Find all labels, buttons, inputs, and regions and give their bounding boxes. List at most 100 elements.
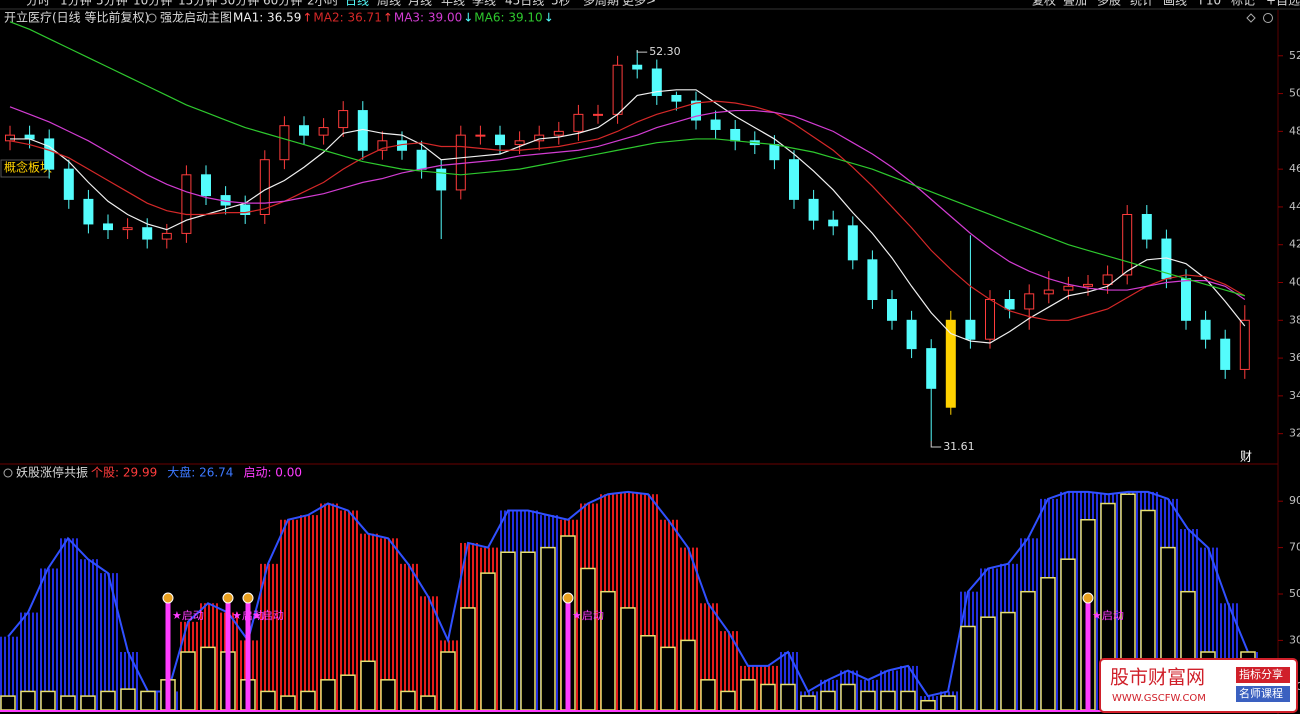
candle-body <box>1102 274 1113 285</box>
indicator-name[interactable]: 强龙启动主图 <box>160 11 232 25</box>
toolbar-button[interactable]: 年线 <box>441 0 465 8</box>
y-tick-label: 50 <box>1289 587 1300 600</box>
candle-body <box>436 168 447 191</box>
y-tick-label: 48 <box>1289 124 1300 137</box>
stock-bar <box>40 690 56 711</box>
stock-bar <box>800 695 816 711</box>
icon-diamond[interactable] <box>1246 13 1256 23</box>
icon-close[interactable] <box>1263 13 1273 23</box>
candle-body <box>1239 319 1250 370</box>
stock-bar <box>0 695 16 711</box>
toolbar-button[interactable]: 30分钟 <box>220 0 259 8</box>
annotation-label: 52.30 <box>649 45 681 58</box>
market-area <box>0 636 18 710</box>
market-area <box>38 568 58 710</box>
stock-bar <box>640 635 656 711</box>
finance-badge[interactable]: 财 <box>1240 450 1252 464</box>
candle-body <box>279 125 290 161</box>
market-line <box>7 490 1249 698</box>
stock-bar <box>260 690 276 711</box>
toolbar-button[interactable]: 15分钟 <box>178 0 217 8</box>
candle-body <box>553 130 564 136</box>
stock-bar <box>720 690 736 711</box>
toolbar-button[interactable]: 分时 <box>26 0 50 8</box>
toolbar-button[interactable]: 5分钟 <box>96 0 128 8</box>
stock-bar <box>440 651 456 711</box>
toolbar-button[interactable]: 1分钟 <box>60 0 92 8</box>
legend-label: 个股: 29.99 <box>91 466 157 480</box>
stock-bar <box>140 690 156 711</box>
toolbar-button[interactable]: 多周期 <box>583 0 619 8</box>
toolbar-button[interactable]: 日线 <box>345 0 369 8</box>
candle-body <box>44 138 55 170</box>
concept-tag[interactable]: 概念板块 <box>4 160 52 175</box>
toolbar-button[interactable]: 画线 <box>1163 0 1187 8</box>
lower-title: 妖股涨停共振 <box>16 465 88 480</box>
candle-body <box>1083 283 1093 287</box>
candle-body <box>240 204 251 215</box>
tag-bg <box>1236 667 1290 683</box>
ma-line <box>9 21 1245 297</box>
candle-body <box>710 119 721 130</box>
candle-body <box>867 259 878 301</box>
candle-body <box>1043 289 1054 295</box>
toolbar-button[interactable]: 多股 <box>1097 0 1121 8</box>
stock-bar <box>180 651 196 711</box>
toolbar-button[interactable]: +自选 <box>1266 0 1300 8</box>
candle-body <box>103 223 113 231</box>
market-area <box>258 563 278 710</box>
stock-bar <box>740 679 756 711</box>
candle-body <box>63 168 74 200</box>
tag-bg <box>1236 686 1290 702</box>
toolbar-button[interactable]: 5秒 <box>551 0 571 8</box>
toolbar-button[interactable]: 季线 <box>472 0 496 8</box>
watermark-tag: 指标分享 <box>1239 667 1283 681</box>
candle-body <box>5 134 15 142</box>
market-area <box>418 596 438 710</box>
stock-bar <box>460 607 476 711</box>
candle-body <box>730 128 741 142</box>
market-area <box>338 510 358 710</box>
stock-bar <box>920 699 936 711</box>
ma-line <box>10 89 1246 344</box>
toolbar-button[interactable]: 复权 <box>1032 0 1056 8</box>
toolbar-button[interactable]: 统计 <box>1130 0 1154 8</box>
toolbar-button[interactable]: 标记 <box>1231 0 1255 8</box>
candle-body <box>612 64 623 115</box>
toolbar-button[interactable]: 45日线 <box>505 0 544 8</box>
toolbar-button[interactable]: 60分钟 <box>263 0 302 8</box>
candle-body <box>83 198 94 225</box>
legend-label: 启动: 0.00 <box>243 466 302 480</box>
toolbar-button[interactable]: 月线 <box>408 0 432 8</box>
stock-bar <box>700 679 716 711</box>
stock-bar <box>200 646 216 711</box>
toolbar-button[interactable]: 叠加 <box>1063 0 1087 8</box>
stock-bar <box>1060 558 1076 711</box>
toolbar-button[interactable]: F10 <box>1199 0 1221 8</box>
signal-label: ★启动 <box>252 609 284 622</box>
candle-body <box>671 94 682 102</box>
candle-body <box>122 227 133 231</box>
stock-bar <box>100 690 116 711</box>
stock-bar <box>840 683 856 711</box>
candle-body <box>161 232 172 240</box>
candle-body <box>945 319 956 408</box>
candle-body <box>181 174 192 234</box>
stock-bar <box>320 679 336 711</box>
candle-body <box>259 159 270 215</box>
toolbar-button[interactable]: 10分钟 <box>133 0 172 8</box>
toolbar-button[interactable]: 更多> <box>622 0 656 8</box>
y-tick-label: 38 <box>1289 313 1300 326</box>
stock-bar <box>420 695 436 711</box>
toolbar-button[interactable]: 2小时 <box>307 0 339 8</box>
legend-trend: ↑ <box>383 11 393 25</box>
candle-body <box>201 174 211 197</box>
candle-body <box>1200 319 1211 340</box>
y-tick-label: 90 <box>1289 494 1300 507</box>
signal-label: ★启动 <box>572 609 604 622</box>
stock-bar <box>960 625 976 711</box>
candle-body <box>1181 278 1191 321</box>
signal-label: ★启动 <box>172 609 204 622</box>
candle-body <box>1063 285 1074 291</box>
toolbar-button[interactable]: 周线 <box>377 0 401 8</box>
